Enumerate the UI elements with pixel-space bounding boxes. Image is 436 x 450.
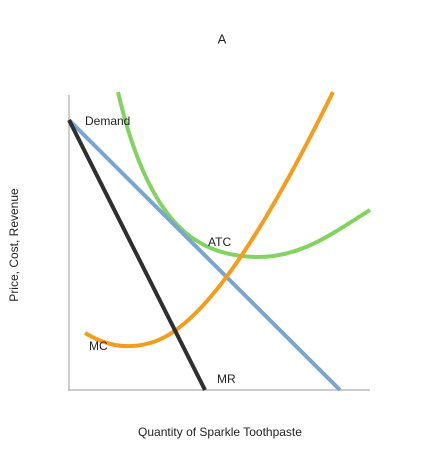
atc-curve bbox=[116, 91, 372, 260]
mr-label: MR bbox=[217, 372, 236, 386]
demand-label: Demand bbox=[85, 114, 130, 128]
atc-label: ATC bbox=[208, 235, 231, 249]
x-axis-label: Quantity of Sparkle Toothpaste bbox=[138, 425, 302, 439]
demand-curve bbox=[67, 118, 342, 392]
mc-curve bbox=[83, 91, 335, 349]
title: A bbox=[218, 31, 227, 46]
mr-curve bbox=[67, 119, 207, 391]
y-axis-label: Price, Cost, Revenue bbox=[7, 188, 21, 302]
mc-label: MC bbox=[89, 339, 108, 353]
